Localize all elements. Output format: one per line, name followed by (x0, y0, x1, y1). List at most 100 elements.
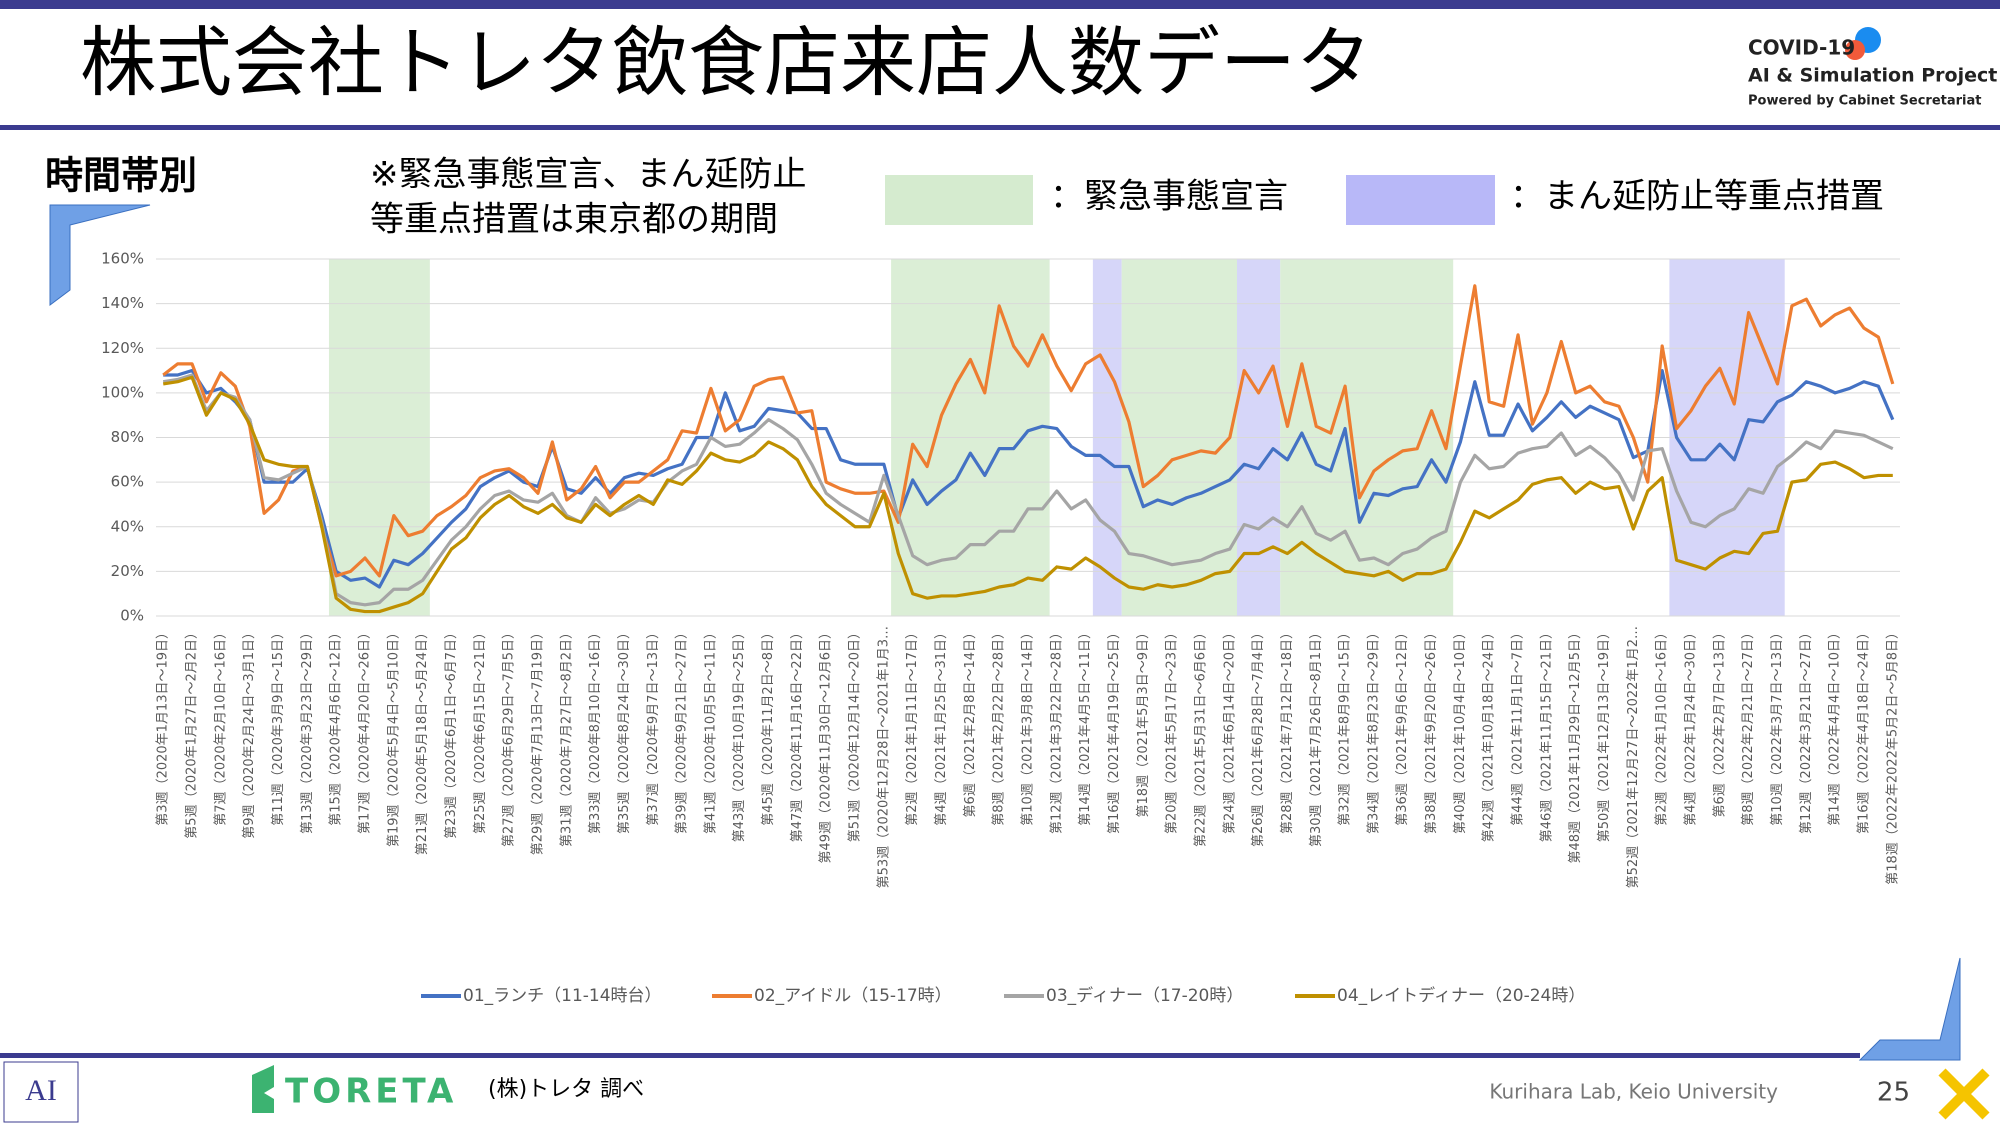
y-tick-label: 40% (111, 517, 144, 535)
x-tick-label: 第14週（2022年4月4日～10日） (1828, 626, 1843, 826)
x-tick-label: 第5週（2020年1月27日～2月2日） (185, 626, 200, 839)
x-tick-label: 第53週（2020年12月28日～2021年1月3… (876, 626, 891, 888)
x-tick-label: 第30週（2021年7月26日～8月1日） (1309, 626, 1324, 847)
x-tick-label: 第10週（2021年3月8日～14日） (1021, 626, 1036, 826)
x-tick-label: 第43週（2020年10月19日～25日） (732, 626, 747, 842)
x-tick-label: 第49週（2020年11月30日～12月6日） (819, 626, 834, 864)
x-tick-label: 第38週（2021年9月20日～26日） (1424, 626, 1439, 834)
x-tick-label: 第16週（2022年4月18日～24日） (1856, 626, 1871, 834)
x-tick-label: 第8週（2022年2月21日～27日） (1741, 626, 1756, 826)
x-tick-label: 第31週（2020年7月27日～8月2日） (559, 626, 574, 847)
x-tick-label: 第19週（2020年5月4日～5月10日） (386, 626, 401, 847)
x-tick-label: 第10週（2022年3月7日～13日） (1770, 626, 1785, 826)
brand-icon (252, 1065, 274, 1113)
source: (株)トレタ 調べ (488, 1077, 644, 1102)
legend-label: 03_ディナー（17-20時） (1046, 985, 1243, 1006)
x-tick-label: 第51週（2020年12月14日～20日） (848, 626, 863, 842)
y-tick-label: 20% (111, 562, 144, 580)
y-tick-label: 140% (101, 294, 144, 312)
top-bar (0, 0, 2000, 9)
x-tick-label: 第37週（2020年9月7日～13日） (646, 626, 661, 826)
x-tick-label: 第52週（2021年12月27日～2022年1月2… (1626, 626, 1641, 888)
x-tick-label: 第16週（2021年4月19日～25日） (1107, 626, 1122, 834)
page-number: 25 (1877, 1078, 1910, 1108)
x-tick-label: 第34週（2021年8月23日～29日） (1366, 626, 1381, 834)
x-tick-label: 第27週（2020年6月29日～7月5日） (502, 626, 517, 847)
logo-text: Powered by Cabinet Secretariat (1748, 94, 1982, 109)
y-tick-label: 60% (111, 473, 144, 491)
x-tick-label: 第48週（2021年11月29日～12月5日） (1568, 626, 1583, 864)
x-tick-label: 第25週（2020年6月15日～21日） (473, 626, 488, 834)
x-tick-label: 第50週（2021年12月13日～19日） (1597, 626, 1612, 842)
x-tick-label: 第23週（2020年6月1日～6月7日） (444, 626, 459, 839)
x-tick-label: 第6週（2021年2月8日～14日） (963, 626, 978, 817)
band-swatch (1346, 175, 1495, 225)
x-tick-label: 第18週（2021年5月3日～9日） (1136, 626, 1151, 817)
y-tick-label: 100% (101, 383, 144, 401)
band-legend-label: ：緊急事態宣言 (1050, 177, 1288, 217)
x-tick-label: 第39週（2020年9月21日～27日） (675, 626, 690, 834)
x-tick-label: 第33週（2020年8月10日～16日） (588, 626, 603, 834)
x-tick-label: 第47週（2020年11月16日～22日） (790, 626, 805, 842)
logo-text: AI & Simulation Project (1748, 65, 1997, 87)
y-tick-label: 0% (120, 607, 144, 625)
x-tick-label: 第44週（2021年11月1日～7日） (1511, 626, 1526, 826)
y-tick-label: 160% (101, 250, 144, 268)
x-tick-label: 第41週（2020年10月5日～11日） (703, 626, 718, 834)
legend-label: 01_ランチ（11-14時台） (463, 986, 662, 1006)
x-tick-label: 第14週（2021年4月5日～11日） (1078, 626, 1093, 826)
x-tick-label: 第6週（2022年2月7日～13日） (1712, 626, 1727, 817)
x-tick-label: 第45週（2020年11月2日～8日） (761, 626, 776, 826)
note: ※緊急事態宣言、まん延防止 (370, 155, 807, 195)
x-tick-label: 第35週（2020年8月24日～30日） (617, 626, 632, 834)
y-tick-label: 120% (101, 339, 144, 357)
x-tick-label: 第13週（2020年3月23日～29日） (300, 626, 315, 834)
subtitle: 時間帯別 (45, 154, 197, 198)
x-tick-label: 第18週（2022年2022年5月2日～5月8日） (1885, 626, 1900, 885)
corner-deco (1858, 957, 1961, 1061)
credit: Kurihara Lab, Keio University (1489, 1080, 1778, 1104)
series-line (162, 375, 1893, 614)
x-tick-label: 第17週（2020年4月20日～26日） (357, 626, 372, 834)
x-tick-label: 第29週（2020年7月13日～7月19日） (530, 626, 545, 855)
x-tick-label: 第15週（2020年4月6日～12日） (329, 626, 344, 826)
x-tick-label: 第12週（2021年3月22日～28日） (1049, 626, 1064, 834)
band-legend-label: ：まん延防止等重点措置 (1510, 177, 1884, 217)
note: 等重点措置は東京都の期間 (370, 200, 778, 240)
x-tick-label: 第40週（2021年10月4日～10日） (1453, 626, 1468, 834)
x-tick-label: 第11週（2020年3月9日～15日） (271, 626, 286, 826)
x-tick-label: 第20週（2021年5月17日～23日） (1165, 626, 1180, 834)
legend-label: 02_アイドル（15-17時） (754, 986, 952, 1006)
x-tick-label: 第2週（2021年1月11日～17日） (905, 626, 920, 826)
x-tick-label: 第12週（2022年3月21日～27日） (1799, 626, 1814, 834)
footer-rule (0, 1053, 1860, 1058)
x-tick-label: 第7週（2020年2月10日～16日） (213, 626, 228, 826)
lab-logo: AI (25, 1074, 57, 1107)
series-line (162, 373, 1894, 607)
slide-title: 株式会社トレタ飲食店来店人数データ (80, 18, 1372, 107)
x-tick-label: 第46週（2021年11月15日～21日） (1539, 626, 1554, 842)
x-icon (1938, 1068, 1990, 1120)
x-tick-label: 第4週（2022年1月24日～30日） (1684, 626, 1699, 826)
logo-text: COVID-19 (1748, 36, 1855, 60)
legend-label: 04_レイトディナー（20-24時） (1337, 985, 1585, 1006)
x-tick-label: 第4週（2021年1月25日～31日） (934, 626, 949, 826)
x-tick-label: 第22週（2021年5月31日～6月6日） (1193, 626, 1208, 847)
lab-logo-box (3, 1061, 79, 1123)
x-tick-label: 第32週（2021年8月9日～15日） (1338, 626, 1353, 826)
logo-dot (1845, 40, 1865, 60)
series-line (162, 284, 1895, 578)
x-tick-label: 第3週（2020年1月13日～19日） (156, 626, 171, 826)
x-tick-label: 第36週（2021年9月6日～12日） (1395, 626, 1410, 826)
x-tick-label: 第24週（2021年6月14日～20日） (1222, 626, 1237, 834)
x-tick-label: 第26週（2021年6月28日～7月4日） (1251, 626, 1266, 847)
x-tick-label: 第42週（2021年10月18日～24日） (1482, 626, 1497, 842)
brand: TORETA (285, 1072, 457, 1112)
y-tick-label: 80% (111, 428, 144, 446)
corner-deco (49, 204, 151, 306)
title-rule (0, 125, 2000, 130)
x-tick-label: 第21週（2020年5月18日～5月24日） (415, 626, 430, 855)
x-tick-label: 第28週（2021年7月12日～18日） (1280, 626, 1295, 834)
x-tick-label: 第2週（2022年1月10日～16日） (1655, 626, 1670, 826)
